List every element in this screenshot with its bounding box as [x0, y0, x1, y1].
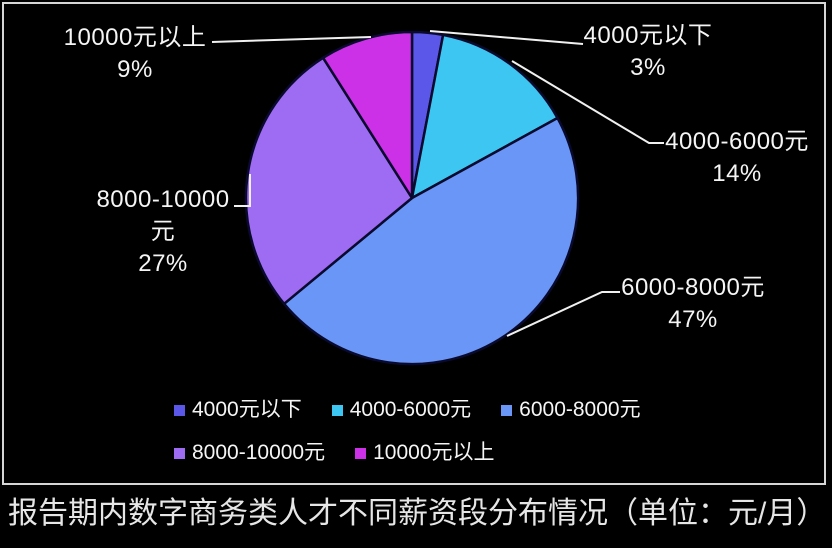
pie-slice-4 — [321, 30, 414, 200]
callout-under-4000: 4000元以下 3% — [563, 20, 733, 84]
legend-item: 6000-8000元 — [501, 398, 641, 422]
leader-line-over-10000 — [211, 36, 372, 43]
legend-item: 8000-10000元 — [174, 441, 325, 465]
pie-chart — [211, 30, 664, 366]
pie-slice-3 — [244, 56, 414, 306]
legend-item: 4000元以下 — [174, 398, 302, 422]
pie-slice-1 — [410, 33, 559, 200]
legend-label: 10000元以上 — [373, 441, 495, 464]
legend-swatch-icon — [355, 447, 367, 459]
legend-swatch-icon — [331, 404, 343, 416]
callout-percent: 14% — [712, 160, 762, 187]
callout-label: 6000-8000元 — [621, 274, 765, 301]
callout-percent: 3% — [630, 54, 666, 81]
callout-4000-6000: 4000-6000元 14% — [652, 126, 822, 190]
callout-percent: 9% — [117, 56, 153, 83]
leader-line-under-4000 — [429, 30, 584, 45]
chart-title: 报告期内数字商务类人才不同薪资段分布情况（单位：元/月） — [8, 497, 827, 530]
legend-label: 4000-6000元 — [349, 398, 472, 421]
legend-row: 8000-10000元 10000元以上 — [174, 441, 671, 465]
legend-label: 4000元以下 — [192, 398, 302, 421]
callout-8000-10000: 8000-10000元 27% — [96, 184, 230, 280]
leader-line-4000-6000 — [511, 60, 664, 144]
callout-label: 10000元以上 — [63, 24, 207, 51]
callout-over-10000: 10000元以上 9% — [32, 22, 238, 86]
legend-swatch-icon — [174, 447, 185, 459]
callout-label: 4000-6000元 — [665, 128, 809, 155]
legend-row: 4000元以下 4000-6000元 6000-8000元 — [174, 398, 671, 422]
callout-percent: 27% — [138, 250, 188, 277]
legend: 4000元以下 4000-6000元 6000-8000元 8000-10000元 1… — [174, 398, 671, 484]
callout-percent: 47% — [668, 306, 718, 333]
callout-6000-8000: 6000-8000元 47% — [608, 272, 778, 336]
leader-line-6000-8000 — [506, 291, 620, 337]
chart-area: 4000元以下 3% 4000-6000元 14% 6000-8000元 47%… — [2, 2, 826, 485]
legend-swatch-icon — [501, 404, 513, 416]
legend-swatch-icon — [174, 404, 185, 416]
pie-slice-2 — [282, 116, 580, 366]
leader-line-8000-10000 — [234, 174, 251, 207]
legend-item: 10000元以上 — [355, 441, 495, 465]
callout-label: 8000-10000元 — [96, 186, 230, 245]
legend-label: 8000-10000元 — [192, 441, 326, 464]
callout-label: 4000元以下 — [583, 22, 713, 49]
legend-item: 4000-6000元 — [331, 398, 472, 422]
legend-label: 6000-8000元 — [519, 398, 641, 421]
